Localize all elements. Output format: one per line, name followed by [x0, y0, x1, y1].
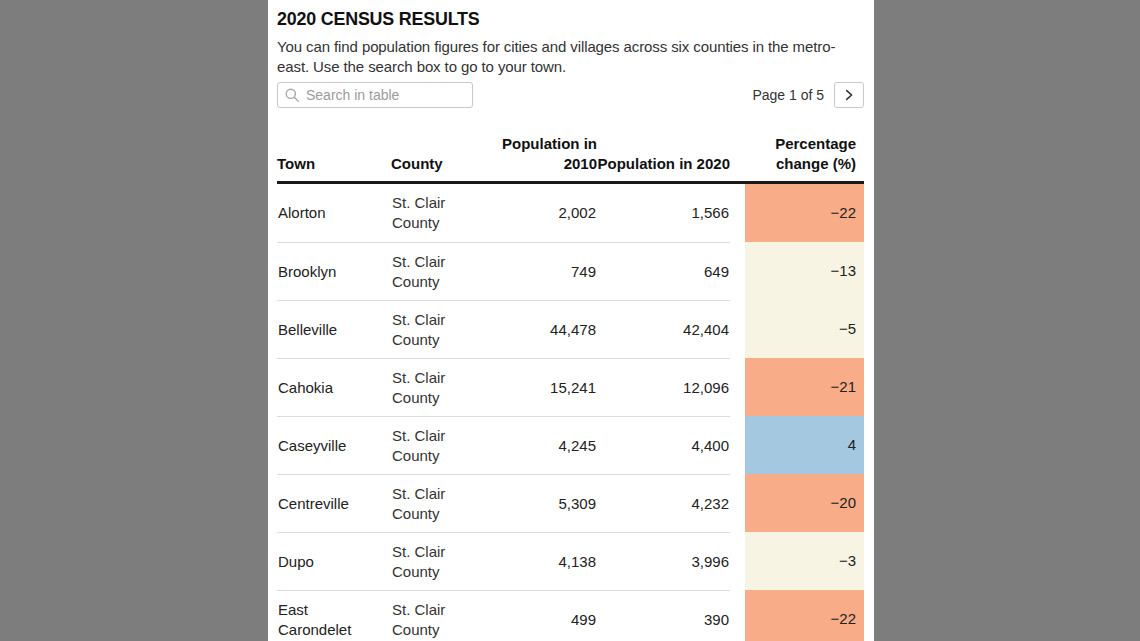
table-row: Cahokia St. Clair County 15,241 12,096 −… — [277, 358, 864, 416]
pagination: Page 1 of 5 — [752, 82, 864, 108]
county-cell: St. Clair County — [391, 416, 487, 474]
column-header-town: Town — [277, 112, 391, 184]
table-row: Dupo St. Clair County 4,138 3,996 −3 — [277, 532, 864, 590]
table-row: Belleville St. Clair County 44,478 42,40… — [277, 300, 864, 358]
pop-2010-cell: 44,478 — [487, 300, 597, 358]
pop-2010-cell: 2,002 — [487, 184, 597, 242]
pop-2010-cell: 5,309 — [487, 474, 597, 532]
town-cell: Belleville — [277, 300, 391, 358]
pop-2020-cell: 4,232 — [597, 474, 730, 532]
pop-2020-cell: 649 — [597, 242, 730, 300]
pop-2020-cell: 1,566 — [597, 184, 730, 242]
town-cell: Centreville — [277, 474, 391, 532]
table-row: Brooklyn St. Clair County 749 649 −13 — [277, 242, 864, 300]
town-cell: Alorton — [277, 184, 391, 242]
table-header-row: Town County Population in 2010 Populatio… — [277, 112, 864, 184]
county-cell: St. Clair County — [391, 590, 487, 641]
town-cell: Caseyville — [277, 416, 391, 474]
next-page-button[interactable] — [834, 82, 864, 108]
column-header-county: County — [391, 112, 487, 184]
column-header-pop-2010: Population in 2010 — [487, 112, 597, 184]
town-cell: Dupo — [277, 532, 391, 590]
pct-change-cell: −5 — [730, 300, 864, 358]
county-cell: St. Clair County — [391, 532, 487, 590]
county-cell: St. Clair County — [391, 184, 487, 242]
chevron-right-icon — [843, 89, 855, 101]
pct-change-cell: −20 — [730, 474, 864, 532]
pct-change-cell: −22 — [730, 184, 864, 242]
pop-2010-cell: 499 — [487, 590, 597, 641]
pct-change-cell: 4 — [730, 416, 864, 474]
screenshot-root: { "header": { "title": "2020 CENSUS RESU… — [0, 0, 1140, 641]
search-input[interactable] — [277, 82, 473, 108]
table-row: Caseyville St. Clair County 4,245 4,400 … — [277, 416, 864, 474]
pop-2020-cell: 12,096 — [597, 358, 730, 416]
pop-2010-cell: 4,245 — [487, 416, 597, 474]
county-cell: St. Clair County — [391, 300, 487, 358]
pct-change-cell: −13 — [730, 242, 864, 300]
column-header-pct-change: Percentage change (%) — [730, 112, 864, 184]
search-box — [277, 82, 473, 108]
column-header-pop-2020: Population in 2020 — [597, 112, 730, 184]
pct-change-cell: −3 — [730, 532, 864, 590]
census-table: Town County Population in 2010 Populatio… — [277, 112, 864, 641]
county-cell: St. Clair County — [391, 474, 487, 532]
town-cell: Cahokia — [277, 358, 391, 416]
pct-change-cell: −22 — [730, 590, 864, 641]
description-text: You can find population figures for citi… — [277, 37, 864, 77]
table-controls: Page 1 of 5 — [277, 82, 864, 108]
pop-2020-cell: 42,404 — [597, 300, 730, 358]
pop-2010-cell: 749 — [487, 242, 597, 300]
pop-2020-cell: 3,996 — [597, 532, 730, 590]
pop-2010-cell: 4,138 — [487, 532, 597, 590]
census-table-panel: 2020 CENSUS RESULTS You can find populat… — [268, 0, 874, 641]
table-row: Alorton St. Clair County 2,002 1,566 −22 — [277, 184, 864, 242]
town-cell: East Carondelet — [277, 590, 391, 641]
pct-change-cell: −21 — [730, 358, 864, 416]
pagination-status: Page 1 of 5 — [752, 87, 824, 103]
page-title: 2020 CENSUS RESULTS — [277, 9, 480, 29]
table-row: East Carondelet St. Clair County 499 390… — [277, 590, 864, 641]
pop-2010-cell: 15,241 — [487, 358, 597, 416]
table-row: Centreville St. Clair County 5,309 4,232… — [277, 474, 864, 532]
county-cell: St. Clair County — [391, 358, 487, 416]
pop-2020-cell: 4,400 — [597, 416, 730, 474]
pop-2020-cell: 390 — [597, 590, 730, 641]
county-cell: St. Clair County — [391, 242, 487, 300]
town-cell: Brooklyn — [277, 242, 391, 300]
